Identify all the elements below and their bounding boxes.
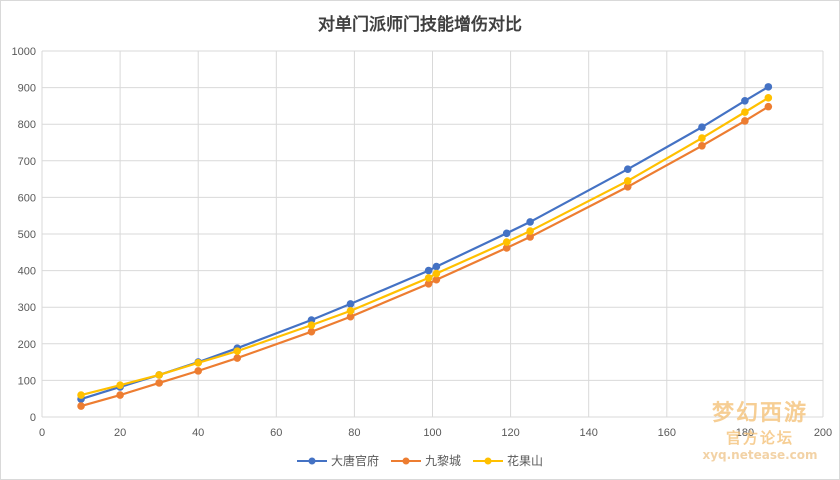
data-point bbox=[155, 371, 163, 379]
watermark-subtitle: 官方论坛 bbox=[725, 429, 794, 447]
y-tick-label: 600 bbox=[18, 192, 36, 204]
data-point bbox=[764, 94, 773, 102]
data-point bbox=[432, 262, 441, 271]
y-tick-label: 1000 bbox=[12, 46, 36, 58]
data-point bbox=[526, 227, 534, 235]
data-point bbox=[741, 96, 749, 105]
data-point bbox=[424, 274, 433, 282]
y-tick-label: 200 bbox=[18, 339, 36, 351]
x-tick-label: 100 bbox=[423, 427, 441, 439]
legend-label: 花果山 bbox=[507, 454, 544, 468]
x-tick-label: 160 bbox=[658, 427, 676, 439]
x-tick-label: 140 bbox=[580, 427, 598, 439]
legend-marker-icon bbox=[296, 457, 327, 464]
x-tick-label: 200 bbox=[814, 427, 832, 439]
y-tick-label: 900 bbox=[18, 83, 36, 95]
data-point bbox=[623, 165, 632, 174]
data-point bbox=[116, 381, 124, 389]
x-tick-label: 20 bbox=[114, 427, 126, 439]
data-point bbox=[698, 134, 706, 142]
x-tick-label: 0 bbox=[39, 427, 45, 439]
data-point bbox=[194, 367, 202, 375]
series-line bbox=[80, 85, 769, 401]
legend-item: 花果山 bbox=[473, 452, 543, 469]
data-point bbox=[155, 379, 163, 387]
legend-label: 九黎城 bbox=[424, 454, 461, 468]
legend-label: 大唐官府 bbox=[330, 454, 379, 468]
watermark-logo: 梦幻西游 官方论坛 xyq.netease.com bbox=[690, 395, 830, 462]
data-point bbox=[623, 182, 632, 191]
data-point bbox=[77, 402, 85, 410]
legend: 大唐官府 九黎城 花果山 bbox=[0, 452, 840, 469]
legend-marker-icon bbox=[390, 457, 421, 464]
data-point bbox=[698, 141, 706, 150]
data-point bbox=[741, 108, 749, 116]
data-point bbox=[424, 266, 433, 275]
y-tick-label: 0 bbox=[30, 412, 36, 424]
y-tick-label: 300 bbox=[18, 302, 36, 314]
series-line bbox=[80, 96, 769, 397]
legend-item: 九黎城 bbox=[390, 452, 461, 469]
y-tick-label: 800 bbox=[18, 119, 36, 131]
legend-marker-icon bbox=[473, 457, 503, 464]
data-point bbox=[432, 275, 441, 284]
x-tick-label: 180 bbox=[736, 427, 754, 439]
data-point bbox=[194, 359, 202, 367]
data-point bbox=[77, 391, 85, 399]
data-point bbox=[346, 312, 355, 321]
x-tick-label: 80 bbox=[348, 427, 360, 439]
data-point bbox=[698, 123, 706, 131]
data-point bbox=[502, 238, 511, 246]
legend-item: 大唐官府 bbox=[296, 452, 379, 469]
data-point bbox=[526, 233, 534, 241]
data-point bbox=[623, 177, 632, 185]
data-point bbox=[764, 102, 773, 111]
y-tick-label: 500 bbox=[18, 229, 36, 241]
chart-title: 对单门派师门技能增伤对比 bbox=[318, 15, 522, 35]
x-tick-label: 120 bbox=[501, 427, 519, 439]
data-point bbox=[233, 354, 242, 362]
data-point bbox=[432, 269, 441, 278]
data-point bbox=[764, 83, 773, 91]
x-tick-label: 40 bbox=[192, 427, 204, 439]
data-point bbox=[526, 218, 534, 226]
data-point bbox=[502, 244, 511, 252]
x-tick-label: 60 bbox=[270, 427, 282, 439]
data-point bbox=[116, 391, 124, 399]
y-tick-label: 400 bbox=[18, 266, 36, 278]
data-point bbox=[741, 117, 749, 125]
data-point bbox=[346, 300, 355, 308]
data-point bbox=[233, 347, 242, 355]
data-point bbox=[307, 327, 316, 336]
data-point bbox=[502, 229, 511, 238]
data-point bbox=[424, 279, 433, 288]
series-line bbox=[80, 105, 769, 408]
y-tick-label: 700 bbox=[18, 156, 36, 168]
data-point bbox=[307, 321, 316, 329]
data-point bbox=[346, 307, 355, 315]
y-tick-label: 100 bbox=[18, 375, 36, 387]
watermark-title: 梦幻西游 bbox=[711, 401, 808, 426]
watermark-url: xyq.netease.com bbox=[702, 448, 818, 462]
